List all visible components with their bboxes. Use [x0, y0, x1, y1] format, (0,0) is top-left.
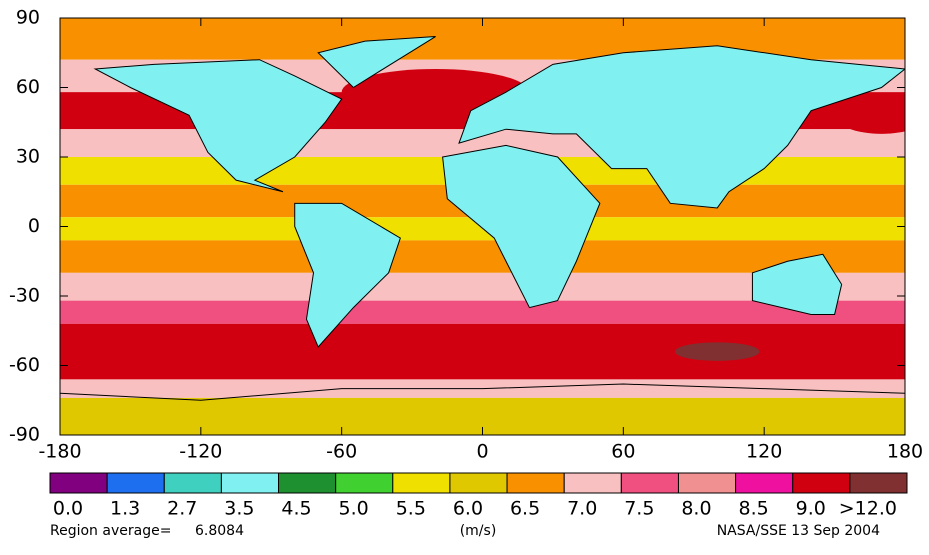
x-tick-label: -120 [179, 441, 222, 463]
colorbar-box [677, 472, 737, 494]
colorbar-box [620, 472, 679, 494]
average-value: 6.8084 [195, 523, 244, 539]
credit: NASA/SSE 13 Sep 2004 [717, 523, 880, 539]
colorbar-box [163, 472, 222, 494]
colorbar-label: 1.3 [110, 498, 140, 520]
colorbar-label: >12.0 [839, 498, 897, 520]
colorbar-box [335, 472, 394, 494]
colorbar-box [792, 472, 851, 494]
y-tick-label: 0 [28, 215, 40, 237]
colorbar-label: 5.0 [339, 498, 369, 520]
y-tick-label: 90 [16, 7, 40, 29]
colorbar-box [49, 472, 108, 494]
y-tick-label: 30 [16, 146, 40, 168]
colorbar-label: 7.0 [567, 498, 597, 520]
colorbar-label: 4.5 [281, 498, 311, 520]
colorbar-box [506, 472, 565, 494]
x-tick-label: 180 [887, 441, 923, 463]
x-tick-label: 120 [746, 441, 782, 463]
average-label: Region average= [50, 523, 171, 539]
unit-label: (m/s) [460, 523, 497, 539]
colorbar-box [392, 472, 451, 494]
colorbar-box [735, 472, 794, 494]
colorbar-label: 9.0 [796, 498, 826, 520]
continents [95, 37, 905, 347]
x-tick-label: 0 [476, 441, 488, 463]
colorbar-label: 0.0 [53, 498, 83, 520]
y-tick-label: -60 [9, 354, 40, 376]
y-tick-label: -30 [9, 285, 40, 307]
colorbar-box [278, 472, 337, 494]
colorbar-label: 5.5 [396, 498, 426, 520]
y-tick-label: 60 [16, 76, 40, 98]
map-area [60, 18, 905, 435]
x-tick-label: -60 [326, 441, 357, 463]
x-tick-label: 60 [611, 441, 635, 463]
colorbar-label: 3.5 [224, 498, 254, 520]
colorbar-box [563, 472, 622, 494]
colorbar-box [106, 472, 165, 494]
colorbar-box [849, 472, 908, 494]
colorbar-label: 6.0 [453, 498, 483, 520]
colorbar-label: 7.5 [624, 498, 654, 520]
colorbar-box [220, 472, 280, 494]
colorbar-label: 8.0 [681, 498, 711, 520]
x-tick-label: -180 [38, 441, 81, 463]
colorbar-label: 6.5 [510, 498, 540, 520]
antarctic-coast [60, 384, 905, 400]
y-tick-label: -90 [9, 424, 40, 446]
colorbar-label: 2.7 [167, 498, 197, 520]
colorbar-box [449, 472, 508, 494]
colorbar-label: 8.5 [738, 498, 768, 520]
